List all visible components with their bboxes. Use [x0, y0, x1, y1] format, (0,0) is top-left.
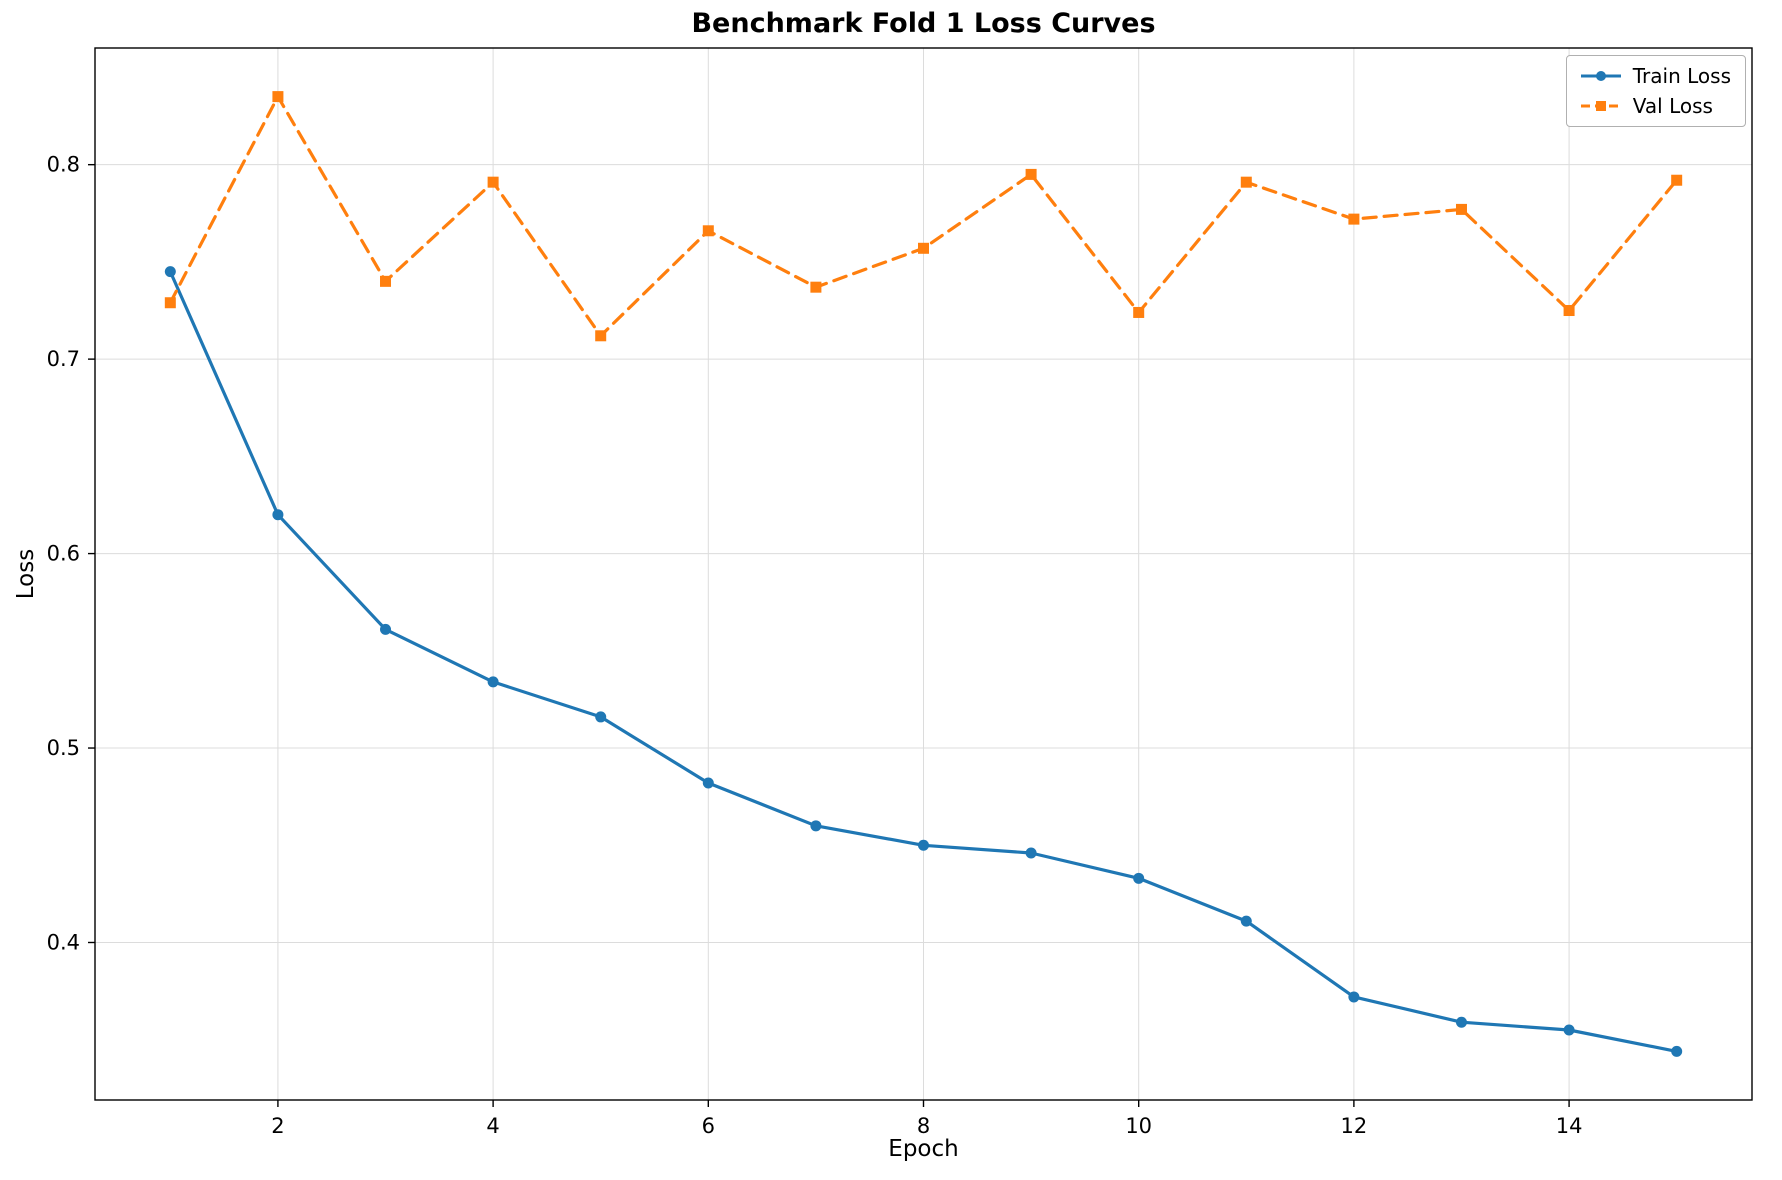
train-loss-marker [1348, 991, 1360, 1003]
train-loss-marker [1563, 1024, 1575, 1036]
legend-label-val-loss: Val Loss [1632, 94, 1713, 118]
x-tick-label: 12 [1341, 1114, 1368, 1138]
val-loss-marker [918, 242, 929, 254]
train-loss-marker [918, 839, 929, 851]
x-tick-label: 10 [1125, 1114, 1152, 1138]
val-loss-marker [1133, 306, 1145, 318]
val-loss-marker [810, 281, 822, 293]
x-tick-label: 4 [486, 1114, 499, 1138]
train-loss-marker [810, 820, 822, 832]
legend-label-train-loss: Train Loss [1632, 64, 1731, 88]
y-tick-label: 0.7 [47, 347, 80, 371]
legend-item-train-loss: Train Loss [1579, 65, 1731, 87]
train-loss-marker [1671, 1045, 1683, 1057]
y-tick-label: 0.5 [47, 736, 80, 760]
val-loss-marker [702, 225, 714, 237]
val-loss-marker [164, 297, 176, 309]
train-loss-marker [164, 266, 176, 278]
x-tick-label: 6 [702, 1114, 715, 1138]
train-loss-marker [1455, 1016, 1467, 1028]
train-loss-legend-marker [1595, 71, 1606, 81]
val-loss-marker [1671, 174, 1683, 186]
x-tick-label: 8 [917, 1114, 930, 1138]
x-tick-label: 14 [1556, 1114, 1583, 1138]
val-loss-marker [1563, 305, 1575, 317]
val-loss-marker [272, 91, 284, 103]
train-loss-marker [487, 676, 499, 688]
x-tick-label: 2 [271, 1114, 284, 1138]
y-tick-label: 0.6 [47, 542, 80, 566]
train-loss-marker [272, 509, 284, 521]
val-loss-marker [595, 330, 607, 342]
y-axis-label: Loss [13, 548, 39, 600]
train-loss-marker [1025, 847, 1037, 859]
val-loss-marker [1025, 168, 1037, 180]
val-loss-marker [1455, 203, 1467, 215]
val-loss-marker [487, 176, 499, 188]
val-loss-marker [380, 275, 392, 287]
train-loss-marker [1133, 872, 1145, 884]
y-tick-label: 0.4 [47, 930, 80, 954]
train-loss-marker [1240, 915, 1252, 927]
legend-sample-val-loss [1580, 101, 1621, 111]
train-loss-marker [702, 777, 714, 789]
train-loss-marker [595, 711, 607, 723]
x-axis-label: Epoch [888, 1136, 959, 1162]
val-loss-marker [1348, 213, 1360, 225]
val-loss-marker [1240, 176, 1252, 188]
y-tick-label: 0.8 [47, 153, 80, 177]
chart-title: Benchmark Fold 1 Loss Curves [691, 8, 1156, 39]
val-loss-legend-marker [1595, 101, 1606, 111]
legend-sample-train-loss [1580, 71, 1621, 81]
legend: Train Loss Val Loss [1565, 55, 1746, 127]
train-loss-marker [380, 623, 392, 635]
legend-item-val-loss: Val Loss [1579, 95, 1731, 117]
